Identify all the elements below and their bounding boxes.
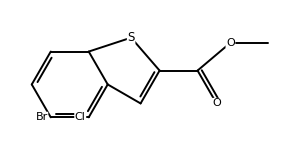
Text: S: S <box>127 31 135 44</box>
Text: O: O <box>226 38 235 48</box>
Text: Cl: Cl <box>75 112 86 122</box>
Text: Br: Br <box>35 112 48 122</box>
Text: O: O <box>212 98 221 108</box>
